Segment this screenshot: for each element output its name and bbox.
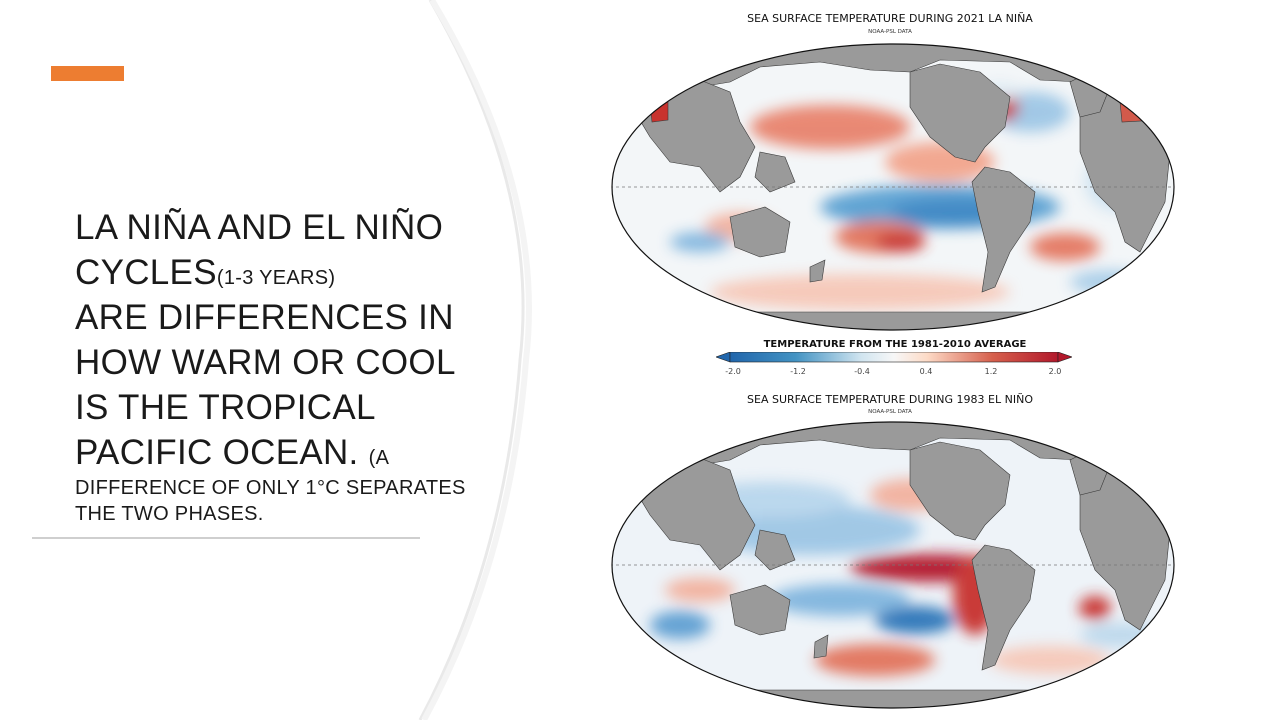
heading-line-1: LA NIÑA AND EL NIÑO	[75, 208, 444, 247]
divider-line	[32, 537, 420, 539]
body-line-1: ARE DIFFERENCES IN	[75, 298, 454, 337]
bottom-map-title: SEA SURFACE TEMPERATURE DURING 1983 EL N…	[747, 393, 1033, 406]
accent-bar	[51, 66, 124, 81]
note-open: (A	[368, 447, 390, 469]
temperature-colorbar	[716, 352, 1072, 363]
body-line-3: IS THE TROPICAL	[75, 388, 376, 427]
body-line-4: PACIFIC OCEAN. (A	[75, 430, 495, 475]
note-line-3: THE TWO PHASES.	[75, 503, 264, 525]
legend-tick: 2.0	[1048, 367, 1062, 376]
heading-cycles: CYCLES	[75, 253, 217, 292]
legend-tick: -0.4	[854, 367, 870, 376]
legend-title: TEMPERATURE FROM THE 1981-2010 AVERAGE	[763, 339, 1027, 350]
bottom-map-source: NOAA-PSL DATA	[868, 409, 912, 415]
legend-tick: -2.0	[725, 367, 741, 376]
la-nina-sst-map	[611, 43, 1175, 331]
legend-tick: 1.2	[984, 367, 998, 376]
legend-tick: -1.2	[790, 367, 806, 376]
body-pacific: PACIFIC OCEAN.	[75, 433, 359, 472]
top-map-source: NOAA-PSL DATA	[868, 29, 912, 35]
slide-body-text: LA NIÑA AND EL NIÑO CYCLES(1-3 YEARS) AR…	[75, 205, 495, 527]
heading-line-2: CYCLES(1-3 YEARS)	[75, 250, 495, 295]
body-line-2: HOW WARM OR COOL	[75, 343, 456, 382]
note-line-2: DIFFERENCE OF ONLY 1°C SEPARATES	[75, 477, 466, 499]
top-map-title: SEA SURFACE TEMPERATURE DURING 2021 LA N…	[747, 12, 1033, 25]
heading-years: (1-3 YEARS)	[216, 267, 336, 289]
legend-tick: 0.4	[919, 367, 933, 376]
el-nino-sst-map	[611, 421, 1175, 709]
